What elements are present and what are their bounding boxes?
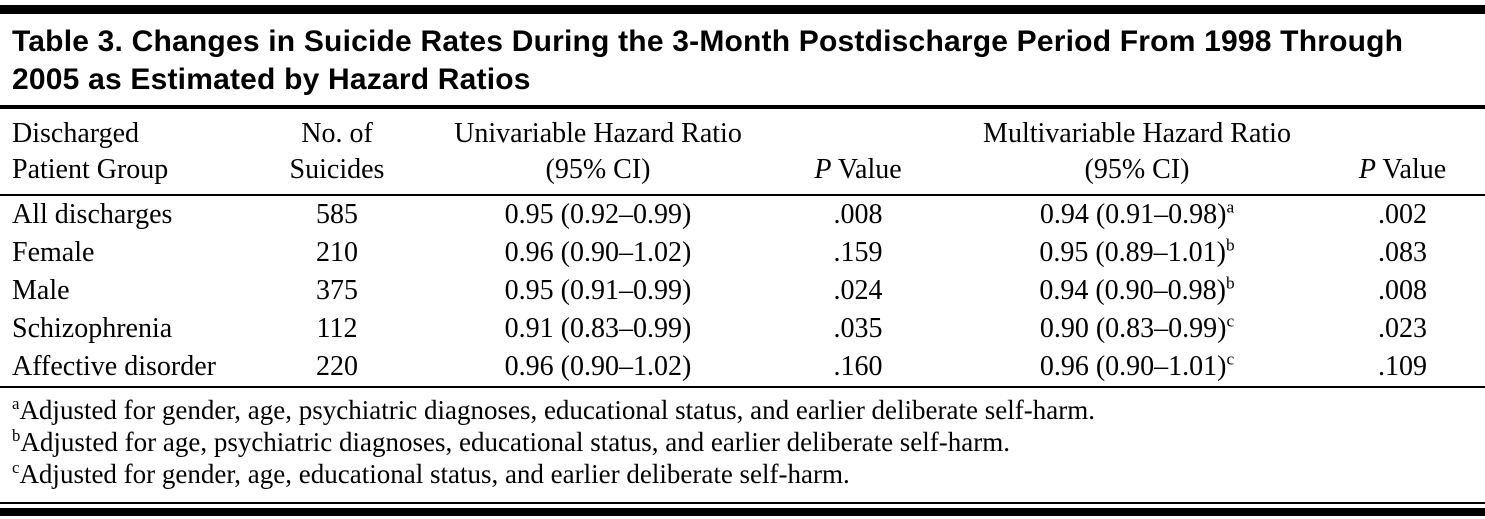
cell-univariable-p: .008 bbox=[833, 199, 883, 230]
footnote-marker: c bbox=[1226, 349, 1235, 369]
cell-group: Male bbox=[12, 275, 70, 306]
body-divider bbox=[0, 386, 1485, 388]
bottom-thin-rule bbox=[0, 502, 1485, 504]
footnote-marker: a bbox=[1226, 197, 1235, 217]
header-divider bbox=[0, 194, 1485, 196]
table-body: All discharges 585 0.95 (0.92–0.99) .008… bbox=[0, 196, 1485, 386]
cell-multivariable-hr: 0.90 (0.83–0.99)c bbox=[1039, 311, 1235, 344]
cell-univariable-hr: 0.96 (0.90–1.02) bbox=[504, 351, 692, 382]
footnote-text: Adjusted for gender, age, educational st… bbox=[19, 459, 850, 489]
cell-univariable-p: .024 bbox=[833, 275, 883, 306]
cell-univariable-p: .160 bbox=[833, 351, 883, 382]
table-row: All discharges 585 0.95 (0.92–0.99) .008… bbox=[0, 196, 1485, 234]
footnote-marker: c bbox=[12, 458, 20, 477]
cell-univariable-hr: 0.91 (0.83–0.99) bbox=[504, 313, 692, 344]
footnote: bAdjusted for age, psychiatric diagnoses… bbox=[12, 426, 1473, 458]
table-title: Table 3. Changes in Suicide Rates During… bbox=[12, 25, 1404, 96]
cell-group: Schizophrenia bbox=[12, 313, 173, 344]
footnote-marker: b bbox=[12, 426, 21, 445]
title-divider bbox=[0, 105, 1485, 109]
cell-suicides: 112 bbox=[316, 313, 358, 344]
cell-multivariable-hr: 0.96 (0.90–1.01)c bbox=[1039, 349, 1235, 382]
footnote: aAdjusted for gender, age, psychiatric d… bbox=[12, 394, 1473, 426]
cell-suicides: 210 bbox=[316, 237, 358, 268]
cell-suicides: 585 bbox=[316, 199, 358, 230]
cell-multivariable-hr: 0.95 (0.89–1.01)b bbox=[1039, 235, 1235, 268]
header-univariable-hazard-ratio: Univariable Hazard Ratio (95% CI) bbox=[454, 118, 742, 185]
footnote-marker: b bbox=[1225, 235, 1235, 255]
bottom-thick-rule bbox=[0, 508, 1485, 516]
cell-suicides: 220 bbox=[316, 351, 358, 382]
table-top-border bbox=[0, 5, 1485, 14]
cell-univariable-p: .159 bbox=[833, 237, 883, 268]
cell-multivariable-p: .008 bbox=[1378, 275, 1427, 306]
footnote-text: Adjusted for age, psychiatric diagnoses,… bbox=[20, 427, 1011, 457]
footnote-marker: a bbox=[12, 394, 20, 413]
cell-multivariable-hr: 0.94 (0.91–0.98)a bbox=[1039, 197, 1235, 230]
cell-group: Affective disorder bbox=[12, 351, 216, 382]
header-p-value-multivariable: P Value bbox=[1358, 154, 1447, 185]
header-p-value-univariable: P Value bbox=[814, 154, 902, 185]
cell-univariable-hr: 0.95 (0.92–0.99) bbox=[504, 199, 692, 230]
cell-multivariable-p: .002 bbox=[1378, 199, 1427, 230]
cell-multivariable-p: .023 bbox=[1378, 313, 1427, 344]
footnote-marker: b bbox=[1225, 273, 1235, 293]
table-row: Female 210 0.96 (0.90–1.02) .159 0.95 (0… bbox=[0, 234, 1485, 272]
cell-suicides: 375 bbox=[316, 275, 358, 306]
table-bottom-border bbox=[0, 502, 1485, 519]
cell-multivariable-hr: 0.94 (0.90–0.98)b bbox=[1039, 273, 1235, 306]
table-row: Male 375 0.95 (0.91–0.99) .024 0.94 (0.9… bbox=[0, 272, 1485, 310]
cell-univariable-hr: 0.96 (0.90–1.02) bbox=[504, 237, 692, 268]
table-footnotes: aAdjusted for gender, age, psychiatric d… bbox=[0, 388, 1485, 490]
footnote-text: Adjusted for gender, age, psychiatric di… bbox=[19, 395, 1095, 425]
header-multivariable-hazard-ratio: Multivariable Hazard Ratio (95% CI) bbox=[983, 118, 1291, 185]
footnote: cAdjusted for gender, age, educational s… bbox=[12, 458, 1473, 490]
cell-univariable-p: .035 bbox=[833, 313, 883, 344]
header-no-of-suicides: No. of Suicides bbox=[289, 118, 385, 185]
cell-multivariable-p: .083 bbox=[1378, 237, 1427, 268]
cell-group: Female bbox=[12, 237, 95, 268]
footnote-marker: c bbox=[1226, 311, 1235, 331]
cell-univariable-hr: 0.95 (0.91–0.99) bbox=[504, 275, 692, 306]
cell-multivariable-p: .109 bbox=[1378, 351, 1427, 382]
header-discharged-patient-group: Discharged Patient Group bbox=[12, 118, 169, 185]
table-row: Affective disorder 220 0.96 (0.90–1.02) … bbox=[0, 348, 1485, 386]
table-header-row: Discharged Patient Group No. of Suicides… bbox=[0, 109, 1485, 194]
table-row: Schizophrenia 112 0.91 (0.83–0.99) .035 … bbox=[0, 310, 1485, 348]
cell-group: All discharges bbox=[12, 199, 173, 230]
